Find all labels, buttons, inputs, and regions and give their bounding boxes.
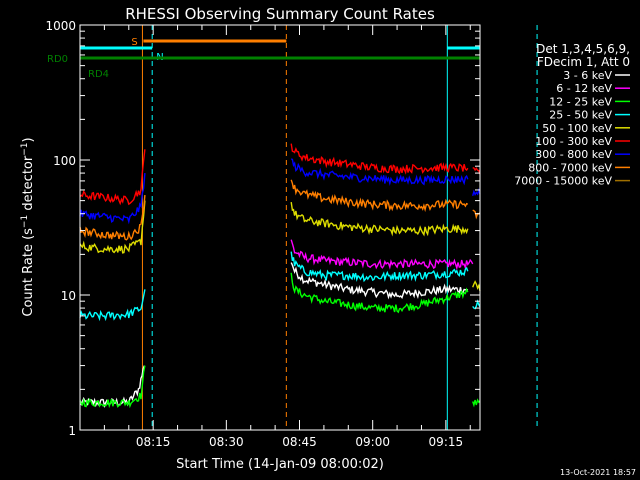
legend-label-6-12-kev: 6 - 12 keV [556,82,612,95]
series-line-25-50-kev-3 [472,299,481,310]
series-line-6-12-kev-1 [290,239,474,271]
series-line-50-100-kev-2 [290,201,469,237]
x-tick-label-1: 08:15 [136,435,171,449]
y-axis-label: Count Rate (s−1 detector−1) [20,137,36,316]
series-line-100-300-kev-2 [290,143,469,175]
y-axis-label-exp2: −1 [20,142,30,155]
series-line-3-6-kev-2 [290,262,469,300]
y-axis-label-exp1: −1 [20,215,30,228]
y-axis-label-main: Count Rate (s [21,228,36,317]
flag-label-s: S [131,37,137,48]
series-line-12-25-kev-1 [79,365,146,409]
legend-label-300-800-kev: 300 - 800 keV [535,148,612,161]
plot-frame [79,24,481,431]
legend-label-12-25-kev: 12 - 25 keV [549,95,612,108]
legend-label-3-6-kev: 3 - 6 keV [563,69,612,82]
y-axis-label-end: ) [21,137,36,142]
chart-title: RHESSI Observing Summary Count Rates [125,5,435,23]
series-line-300-800-kev-1 [79,173,146,225]
y-tick-label-4: 1000 [45,19,76,33]
legend-label-100-300-kev: 100 - 300 keV [535,135,612,148]
x-tick-label-3: 08:45 [282,435,317,449]
legend-header-line-1: Det 1,3,4,5,6,9, [536,42,630,56]
series-line-12-25-kev-3 [472,398,481,408]
y-tick-label-1: 1 [68,424,76,438]
y-axis-label-mid: detector [21,155,36,215]
flag-label-rd0: RD0 [47,54,68,65]
series-line-800-7000-kev-2 [290,179,469,213]
x-tick-label-5: 09:15 [429,435,464,449]
flag-label-rd4: RD4 [88,69,109,80]
series-line-25-50-kev-2 [290,251,469,283]
legend-label-7000-15000-kev: 7000 - 15000 keV [514,175,612,188]
y-tick-label-3: 100 [53,154,76,168]
series-line-50-100-kev-3 [472,280,481,292]
series-line-100-300-kev-1 [79,149,146,206]
x-tick-label-2: 08:30 [209,435,244,449]
x-tick-label-4: 09:00 [355,435,390,449]
series-line-50-100-kev-1 [79,200,146,254]
series-line-25-50-kev-1 [79,289,146,322]
series-line-300-800-kev-2 [290,158,469,186]
plot-area: SNRD0RD4110100100008:1508:3008:4509:0009… [45,19,538,449]
legend-header-line-2: FDecim 1, Att 0 [537,55,630,69]
series-line-100-300-kev-3 [472,167,481,175]
legend-label-25-50-kev: 25 - 50 keV [549,109,612,122]
series-line-12-25-kev-2 [290,272,469,314]
y-tick-label-2: 10 [61,289,76,303]
series-line-800-7000-kev-1 [79,195,146,241]
x-axis-label: Start Time (14-Jan-09 08:00:02) [176,457,384,472]
legend-label-50-100-kev: 50 - 100 keV [542,122,612,135]
legend-label-800-7000-kev: 800 - 7000 keV [528,161,612,174]
footer-timestamp: 13-Oct-2021 18:57 [560,468,636,477]
